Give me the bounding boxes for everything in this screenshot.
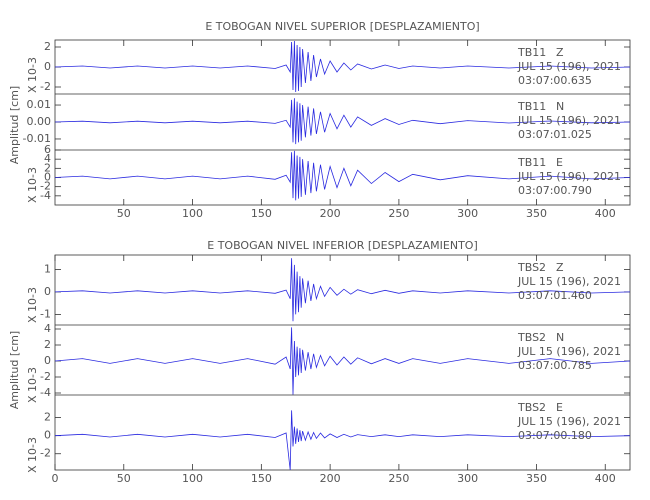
component-label: E: [556, 156, 563, 169]
chart-title: E TOBOGAN NIVEL SUPERIOR [DESPLAZAMIENTO…: [205, 20, 479, 33]
y-multiplier: X 10-3: [26, 287, 39, 323]
x-tick-label: 400: [595, 472, 616, 485]
y-tick-label: 0: [44, 429, 51, 442]
x-tick-label: 250: [388, 472, 409, 485]
y-multiplier: X 10-3: [26, 57, 39, 93]
x-tick-label: 100: [182, 472, 203, 485]
y-tick-label: 4: [44, 152, 51, 165]
station-label: TB11: [517, 156, 546, 169]
date-label: JUL 15 (196), 2021: [517, 114, 621, 127]
time-label: 03:07:01.025: [518, 128, 592, 141]
date-label: JUL 15 (196), 2021: [517, 170, 621, 183]
x-tick-label: 150: [251, 207, 272, 220]
y-tick-label: 0.01: [27, 98, 52, 111]
time-label: 03:07:00.785: [518, 359, 592, 372]
date-label: JUL 15 (196), 2021: [517, 345, 621, 358]
chart-title: E TOBOGAN NIVEL INFERIOR [DESPLAZAMIENTO…: [207, 239, 478, 252]
y-tick-label: 0.00: [27, 115, 52, 128]
x-tick-label: 300: [457, 472, 478, 485]
y-axis-label: Amplitud [cm]: [8, 86, 21, 164]
time-label: 03:07:01.460: [518, 289, 592, 302]
y-multiplier: X 10-3: [26, 167, 39, 203]
component-label: E: [556, 401, 563, 414]
date-label: JUL 15 (196), 2021: [517, 60, 621, 73]
waveform: [54, 410, 631, 471]
component-label: Z: [556, 261, 564, 274]
y-tick-label: -1: [40, 307, 51, 320]
time-label: 03:07:00.635: [518, 74, 592, 87]
waveform: [54, 150, 631, 201]
waveform: [54, 98, 631, 145]
station-label: TBS2: [517, 261, 546, 274]
component-label: N: [556, 100, 564, 113]
y-tick-label: -2: [40, 80, 51, 93]
waveform: [54, 40, 631, 93]
y-tick-label: 2: [44, 338, 51, 351]
y-tick-label: 2: [44, 161, 51, 174]
y-tick-label: -4: [40, 189, 51, 202]
x-tick-label: 250: [388, 207, 409, 220]
x-tick-label: 200: [320, 207, 341, 220]
y-tick-label: 0: [44, 60, 51, 73]
x-tick-label: 50: [117, 472, 131, 485]
y-tick-label: -2: [40, 447, 51, 460]
y-axis-label: Amplitud [cm]: [8, 331, 21, 409]
y-tick-label: -4: [40, 386, 51, 399]
y-tick-label: -2: [40, 370, 51, 383]
y-tick-label: 4: [44, 322, 51, 335]
component-label: N: [556, 331, 564, 344]
x-tick-label: 150: [251, 472, 272, 485]
date-label: JUL 15 (196), 2021: [517, 415, 621, 428]
y-tick-label: 2: [44, 40, 51, 53]
x-tick-label: 100: [182, 207, 203, 220]
station-label: TBS2: [517, 401, 546, 414]
y-tick-label: 2: [44, 411, 51, 424]
y-multiplier: X 10-3: [26, 437, 39, 473]
y-tick-label: 0: [44, 354, 51, 367]
component-label: Z: [556, 46, 564, 59]
x-tick-label: 400: [595, 207, 616, 220]
y-tick-label: -0.01: [23, 132, 51, 145]
x-tick-label: 300: [457, 207, 478, 220]
station-label: TBS2: [517, 331, 546, 344]
waveform: [54, 258, 631, 322]
y-tick-label: 6: [44, 143, 51, 156]
station-label: TB11: [517, 46, 546, 59]
y-tick-label: 1: [44, 262, 51, 275]
station-label: TB11: [517, 100, 546, 113]
y-tick-label: -2: [40, 180, 51, 193]
date-label: JUL 15 (196), 2021: [517, 275, 621, 288]
x-tick-label: 350: [526, 207, 547, 220]
y-multiplier: X 10-3: [26, 367, 39, 403]
x-tick-label: 0: [52, 472, 59, 485]
time-label: 03:07:00.180: [518, 429, 592, 442]
plot-frame: [54, 39, 631, 206]
y-tick-label: 0: [44, 285, 51, 298]
plot-frame: [54, 254, 631, 471]
y-tick-label: 0: [44, 171, 51, 184]
time-label: 03:07:00.790: [518, 184, 592, 197]
x-tick-label: 350: [526, 472, 547, 485]
x-tick-label: 200: [320, 472, 341, 485]
waveform: [54, 327, 631, 395]
x-tick-label: 50: [117, 207, 131, 220]
